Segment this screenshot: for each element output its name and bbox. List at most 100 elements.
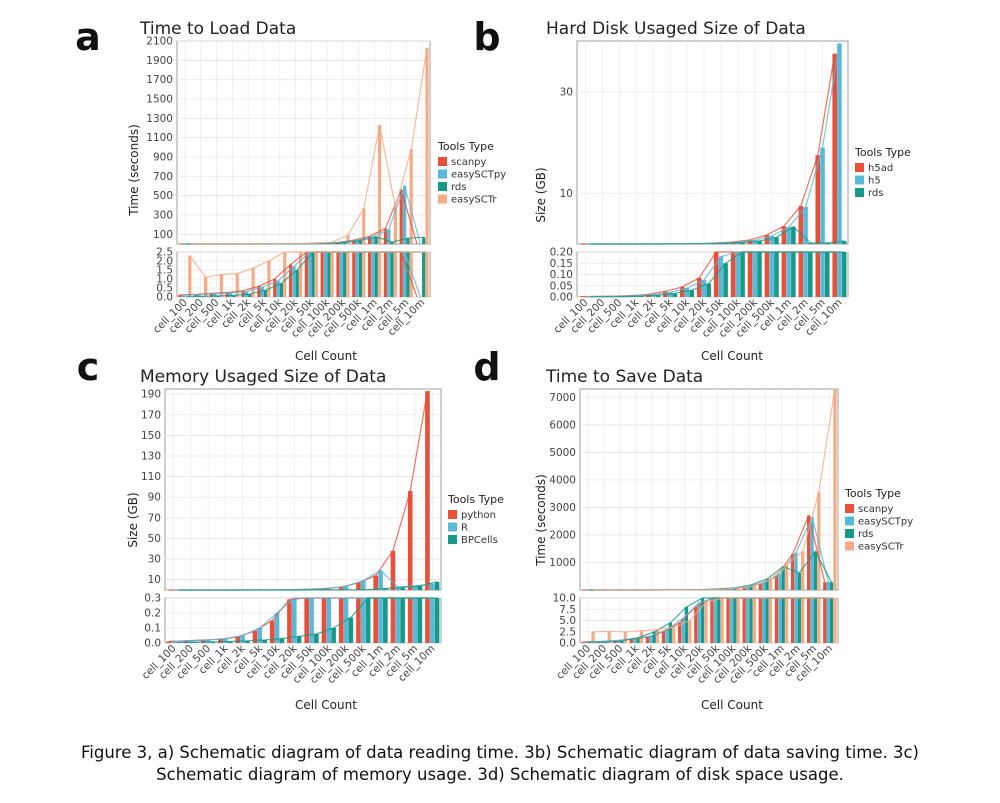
bar-bottom-easySCTpy-cell_50k — [308, 252, 312, 297]
bar-top-rds-cell_10m — [829, 582, 834, 590]
y-tick-label: 1100 — [146, 132, 173, 144]
trend-line-bottom-rds — [590, 251, 845, 298]
y-tick-label: 2.5 — [156, 247, 173, 259]
bar-top-easySCTpy-cell_1m — [371, 236, 375, 244]
y-tick-label: 5.0 — [559, 615, 576, 627]
trend-line-top-easySCTr — [593, 388, 836, 591]
bar-bottom-scanpy-cell_2m — [383, 252, 388, 297]
y-tick-label: 0.05 — [550, 280, 573, 292]
chart-title: Time to Load Data — [139, 19, 296, 39]
legend-title: Tools Type — [844, 487, 901, 500]
y-tick-label: 2.5 — [559, 626, 576, 638]
legend-label-easySCTr: easySCTr — [858, 542, 904, 553]
bar-bottom-scanpy-cell_1m — [774, 598, 779, 643]
y-tick-label: 0.0 — [144, 638, 161, 650]
y-tick-label: 300 — [153, 210, 173, 222]
y-tick-label: 0.10 — [550, 269, 573, 281]
y-tick-label: 90 — [148, 492, 161, 504]
bar-bottom-BPCells-cell_500k — [365, 598, 371, 643]
bar-top-easySCTr-cell_100k — [736, 588, 740, 590]
bar-bottom-easySCTpy-cell_10k — [276, 280, 280, 297]
trend-line-bottom-easySCTr — [593, 597, 835, 633]
bar-bottom-scanpy-cell_20k — [694, 607, 698, 643]
bar-bottom-easySCTr-cell_200 — [204, 277, 208, 297]
bar-bottom-easySCTr-cell_1k — [235, 273, 239, 297]
bar-top-easySCTr-cell_500k — [362, 208, 366, 244]
bar-bottom-R-cell_2m — [395, 598, 401, 643]
bar-bottom-h5-cell_5k — [667, 292, 673, 297]
bar-bottom-rds-cell_10k — [689, 290, 695, 297]
bar-top-easySCTpy-cell_10m — [826, 581, 830, 590]
y-tick-label: 170 — [141, 409, 161, 421]
trend-line-top-easySCTr — [189, 47, 428, 245]
bar-top-BPCells-cell_5m — [417, 585, 423, 590]
bar-bottom-easySCTpy-cell_500 — [213, 293, 217, 297]
bar-bottom-easySCTr-cell_100 — [188, 255, 192, 297]
bar-bottom-rds-cell_500k — [358, 252, 363, 297]
panel-b: b Hard Disk Usaged Size of Data10300.000.… — [473, 15, 911, 363]
bar-top-easySCTr-cell_200k — [752, 585, 756, 590]
bar-bottom-easySCTpy-cell_10m — [826, 598, 830, 643]
y-tick-label: 1900 — [146, 55, 173, 67]
x-axis-label: Cell Count — [701, 698, 763, 712]
bar-top-R-cell_5m — [412, 585, 418, 590]
bar-bottom-easySCTpy-cell_20k — [697, 602, 701, 643]
bar-bottom-rds-cell_10m — [829, 598, 834, 643]
panel-letter: d — [473, 345, 500, 389]
bar-bottom-rds-cell_100k — [740, 252, 745, 297]
bar-top-easySCTr-cell_1m — [377, 125, 382, 244]
bar-bottom-easySCTpy-cell_200k — [339, 252, 343, 297]
bar-bottom-BPCells-cell_1k — [227, 641, 233, 643]
bar-top-h5-cell_10m — [837, 43, 842, 244]
bar-top-R-cell_200k — [343, 586, 349, 590]
bar-bottom-BPCells-cell_10k — [279, 638, 285, 643]
bar-bottom-rds-cell_100 — [184, 296, 189, 297]
bar-bottom-scanpy-cell_10m — [823, 598, 827, 643]
bar-bottom-h5ad-cell_2m — [798, 252, 804, 297]
bar-bottom-easySCTpy-cell_20k — [292, 266, 296, 297]
bar-bottom-rds-cell_20k — [295, 270, 299, 297]
y-tick-label: 10.0 — [553, 593, 576, 605]
bar-bottom-scanpy-cell_2m — [790, 598, 795, 643]
legend-label-BPCells: BPCells — [461, 535, 498, 546]
bar-bottom-BPCells-cell_5m — [417, 598, 423, 643]
panel-d: d Time to Save Data 1000 2000 3000 4000 5000 60… — [473, 345, 913, 712]
bar-bottom-rds-cell_500 — [620, 640, 624, 643]
bar-top-easySCTpy-cell_100k — [729, 588, 734, 590]
bar-bottom-python-cell_100k — [321, 598, 327, 643]
bar-bottom-h5ad-cell_500k — [764, 252, 770, 297]
legend-swatch-easySCTpy — [845, 516, 854, 526]
bar-top-scanpy-cell_500k — [758, 583, 762, 590]
bar-bottom-easySCTr-cell_5k — [267, 261, 271, 297]
y-tick-label: 1.5 — [156, 265, 173, 277]
bar-bottom-BPCells-cell_100k — [331, 628, 336, 643]
bar-top-python-cell_5m — [407, 491, 413, 590]
bar-top-h5ad-cell_1m — [781, 226, 787, 244]
y-tick-label: 10 — [148, 574, 161, 586]
legend-title: Tools Type — [854, 146, 911, 159]
y-tick-label: 0.00 — [550, 292, 573, 304]
bar-top-python-cell_10m — [425, 391, 430, 590]
bar-bottom-python-cell_200k — [338, 598, 344, 643]
y-tick-label: 7000 — [549, 392, 576, 404]
y-tick-label: 0.15 — [550, 258, 573, 270]
bar-bottom-rds-cell_100 — [588, 642, 592, 643]
bar-bottom-scanpy-cell_2k — [241, 290, 245, 297]
bar-bottom-h5-cell_2m — [803, 252, 808, 297]
bar-top-rds-cell_100k — [740, 242, 745, 244]
bar-top-R-cell_10m — [429, 583, 435, 590]
bar-bottom-python-cell_500k — [356, 598, 361, 643]
bar-bottom-python-cell_2k — [235, 637, 241, 643]
bar-bottom-scanpy-cell_100k — [726, 598, 730, 643]
bar-bottom-python-cell_100 — [166, 641, 172, 643]
bar-bottom-easySCTr-cell_200k — [752, 598, 756, 643]
y-tick-label: 190 — [141, 389, 161, 401]
trend-line-bottom-BPCells — [178, 597, 438, 643]
bar-bottom-scanpy-cell_200k — [742, 598, 746, 643]
bar-bottom-easySCTr-cell_5k — [672, 627, 676, 643]
bar-top-easySCTpy-cell_500k — [762, 582, 766, 590]
bar-bottom-rds-cell_1k — [232, 295, 236, 297]
bar-bottom-rds-cell_200k — [749, 598, 753, 643]
bar-bottom-rds-cell_1k — [636, 637, 640, 643]
bar-top-easySCTr-cell_5m — [817, 492, 821, 590]
